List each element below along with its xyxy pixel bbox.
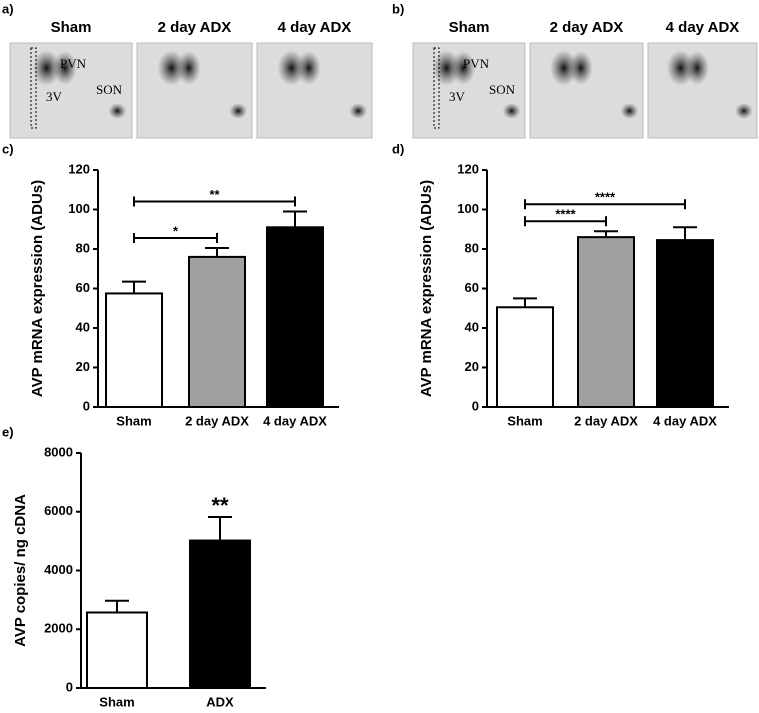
- bar: [188, 255, 246, 408]
- tissue-blob: [685, 51, 710, 85]
- tissue-blob: [108, 103, 127, 119]
- annotation: SON: [96, 82, 123, 97]
- y-tick-label: 120: [68, 161, 90, 176]
- significance-label: *: [173, 223, 179, 238]
- y-tick-label: 6000: [44, 503, 73, 518]
- x-tick-label: Sham: [507, 413, 542, 428]
- bar: [577, 236, 635, 408]
- tissue-blob: [296, 51, 321, 85]
- tissue-blob: [620, 103, 639, 119]
- tissue-blob: [32, 50, 61, 86]
- y-tick-label: 4000: [44, 562, 73, 577]
- tissue-blob: [176, 51, 201, 85]
- annotation: PVN: [463, 56, 490, 71]
- tissue-blob: [502, 103, 521, 119]
- x-tick-label: 4 day ADX: [653, 413, 717, 428]
- significance-label: **: [211, 493, 229, 518]
- column-title: 2 day ADX: [550, 19, 624, 36]
- bar: [189, 539, 251, 689]
- y-axis-label: AVP copies/ ng cDNA: [12, 494, 29, 647]
- x-tick-label: 2 day ADX: [574, 413, 638, 428]
- bar: [105, 292, 163, 408]
- panel-label: c): [2, 141, 14, 156]
- y-tick-label: 80: [465, 240, 479, 255]
- y-tick-label: 8000: [44, 444, 73, 459]
- y-tick-label: 100: [68, 201, 90, 216]
- significance-label: ****: [595, 190, 616, 205]
- panel-label: a): [2, 1, 14, 16]
- annotation: PVN: [60, 56, 87, 71]
- annotation: SON: [489, 82, 516, 97]
- x-tick-label: Sham: [99, 694, 134, 708]
- x-tick-label: Sham: [116, 413, 151, 428]
- y-tick-label: 0: [66, 679, 73, 694]
- column-title: 2 day ADX: [158, 19, 232, 36]
- x-tick-label: 2 day ADX: [185, 413, 249, 428]
- annotation: 3V: [449, 89, 466, 104]
- column-title: Sham: [51, 19, 92, 36]
- tissue-blob: [157, 50, 186, 86]
- tissue-blob: [229, 103, 248, 119]
- y-tick-label: 2000: [44, 621, 73, 636]
- tissue-blob: [349, 103, 368, 119]
- y-tick-label: 120: [457, 161, 479, 176]
- panel-label: b): [392, 1, 404, 16]
- annotation: 3V: [46, 89, 63, 104]
- y-tick-label: 0: [83, 398, 90, 413]
- y-tick-label: 20: [76, 359, 90, 374]
- x-tick-label: ADX: [206, 694, 234, 708]
- tissue-blob: [734, 103, 753, 119]
- ventricle-outline: [433, 47, 440, 129]
- bar: [496, 306, 554, 409]
- ventricle-outline: [30, 47, 37, 129]
- tissue-blob: [52, 51, 77, 85]
- tissue-blob: [277, 50, 306, 86]
- bar: [86, 611, 148, 689]
- column-title: Sham: [449, 19, 490, 36]
- micrograph: [647, 42, 758, 139]
- x-tick-label: 4 day ADX: [263, 413, 327, 428]
- y-tick-label: 100: [457, 201, 479, 216]
- significance-label: ****: [555, 207, 576, 222]
- tissue-blob: [451, 51, 476, 85]
- significance-label: **: [209, 187, 220, 202]
- bar: [266, 226, 324, 408]
- panel-label: e): [2, 424, 14, 439]
- y-tick-label: 80: [76, 240, 90, 255]
- bar: [656, 239, 714, 408]
- y-tick-label: 40: [76, 319, 90, 334]
- y-axis-label: AVP mRNA expression (ADUs): [29, 180, 46, 397]
- column-title: 4 day ADX: [278, 19, 352, 36]
- panel-label: d): [392, 141, 404, 156]
- y-tick-label: 0: [472, 398, 479, 413]
- y-axis-label: AVP mRNA expression (ADUs): [418, 180, 435, 397]
- y-tick-label: 60: [76, 280, 90, 295]
- y-tick-label: 60: [465, 280, 479, 295]
- tissue-blob: [568, 51, 593, 85]
- y-tick-label: 40: [465, 319, 479, 334]
- column-title: 4 day ADX: [666, 19, 740, 36]
- y-tick-label: 20: [465, 359, 479, 374]
